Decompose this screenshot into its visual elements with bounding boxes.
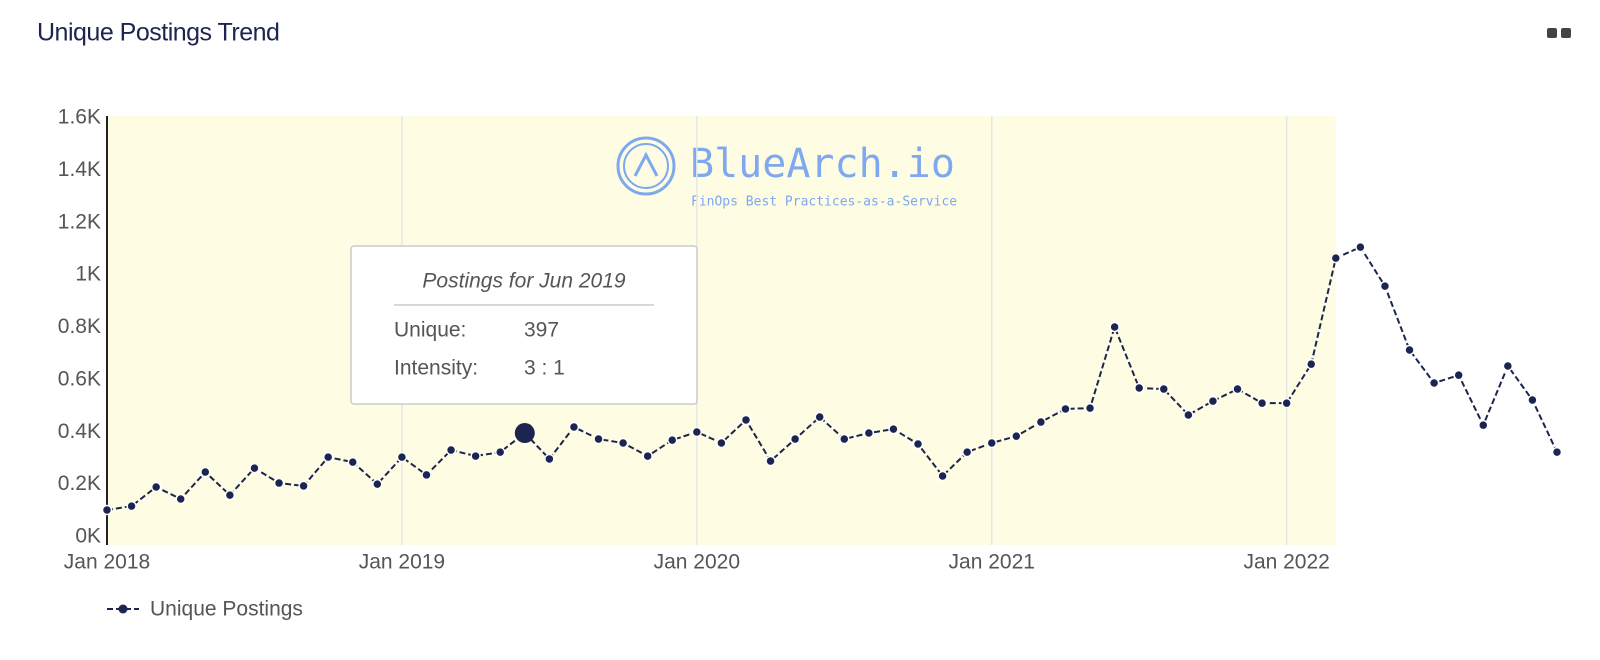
point	[1527, 394, 1538, 406]
point	[1011, 430, 1022, 442]
point	[1453, 369, 1464, 381]
point	[1256, 397, 1268, 409]
point	[888, 423, 899, 435]
point	[1133, 382, 1145, 394]
point	[175, 493, 186, 505]
point	[1035, 416, 1047, 428]
x-tick-label: Jan 2022	[1243, 551, 1329, 574]
active-point	[514, 423, 535, 444]
point	[568, 421, 580, 433]
point	[544, 453, 555, 465]
point	[667, 434, 678, 446]
y-tick-label: 1K	[75, 263, 101, 286]
x-tick-label: Jan 2021	[949, 551, 1035, 574]
watermark-logo	[623, 143, 669, 189]
point	[1183, 409, 1194, 421]
chart-title: Unique Postings Trend	[37, 19, 279, 47]
point	[986, 437, 997, 449]
x-tick-label: Jan 2020	[654, 551, 740, 574]
point	[224, 489, 236, 501]
point	[1379, 280, 1391, 292]
tooltip-box	[350, 245, 698, 405]
point	[1478, 419, 1489, 431]
point	[1330, 252, 1342, 264]
point	[740, 414, 752, 426]
point	[1232, 383, 1243, 395]
shaded-region	[107, 116, 1336, 545]
point	[1207, 395, 1219, 407]
point	[372, 478, 383, 490]
point	[765, 455, 776, 467]
y-tick-label: 1.6K	[58, 106, 101, 129]
watermark-logo	[633, 151, 659, 177]
point	[1281, 397, 1292, 409]
point	[863, 427, 875, 439]
point	[839, 433, 850, 445]
point	[1060, 403, 1071, 415]
point	[249, 462, 260, 474]
y-tick-label: 1.4K	[58, 158, 101, 181]
point	[101, 504, 113, 516]
legend-marker	[118, 604, 128, 614]
point	[1084, 402, 1096, 414]
point	[298, 480, 309, 492]
point	[126, 500, 137, 512]
point	[445, 444, 457, 456]
tooltip-value: 3 : 1	[524, 357, 565, 380]
watermark-tagline: FinOps Best Practices-as-a-Service	[691, 195, 957, 210]
legend-label: Unique Postings	[150, 598, 303, 621]
watermark-logo	[616, 136, 676, 196]
point	[200, 466, 211, 478]
point	[470, 450, 481, 462]
tooltip-title: Postings for Jun 2019	[422, 270, 625, 293]
y-tick-label: 0.4K	[58, 420, 101, 443]
point	[1404, 344, 1415, 356]
point	[1428, 377, 1440, 389]
point	[814, 411, 825, 423]
point	[789, 433, 801, 445]
point	[1502, 360, 1514, 372]
point	[1109, 321, 1120, 333]
y-tick-label: 0.8K	[58, 315, 101, 338]
point	[593, 433, 604, 445]
point	[347, 456, 359, 468]
point	[421, 469, 432, 481]
point	[1305, 358, 1317, 370]
x-tick-label: Jan 2019	[359, 551, 445, 574]
point	[150, 481, 162, 493]
point	[1158, 383, 1170, 395]
point	[1355, 241, 1366, 253]
point	[961, 446, 973, 458]
point	[716, 437, 727, 449]
y-tick-label: 0.6K	[58, 367, 101, 390]
tooltip-label: Unique:	[394, 319, 466, 342]
tooltip-label: Intensity:	[394, 357, 478, 380]
y-tick-label: 0.2K	[58, 472, 101, 495]
legend[interactable]: Unique Postings	[107, 598, 303, 621]
menu-dot	[1547, 28, 1557, 38]
point	[1551, 446, 1563, 458]
y-tick-label: 0K	[75, 525, 101, 548]
tooltip-value: 397	[524, 319, 559, 342]
menu-dot	[1561, 28, 1571, 38]
point	[273, 477, 285, 489]
x-tick-label: Jan 2018	[64, 551, 150, 574]
point	[617, 437, 629, 449]
menu-icon[interactable]	[1547, 28, 1571, 38]
tooltip: Postings for Jun 2019 Unique: 397 Intensity…	[350, 245, 698, 405]
point	[912, 438, 924, 450]
watermark-name: BlueArch.io	[690, 141, 955, 187]
point	[642, 450, 653, 462]
y-tick-label: 1.2K	[58, 210, 101, 233]
point	[396, 451, 408, 463]
point	[937, 470, 948, 482]
point	[691, 426, 703, 438]
point	[322, 451, 334, 463]
point	[494, 446, 506, 458]
